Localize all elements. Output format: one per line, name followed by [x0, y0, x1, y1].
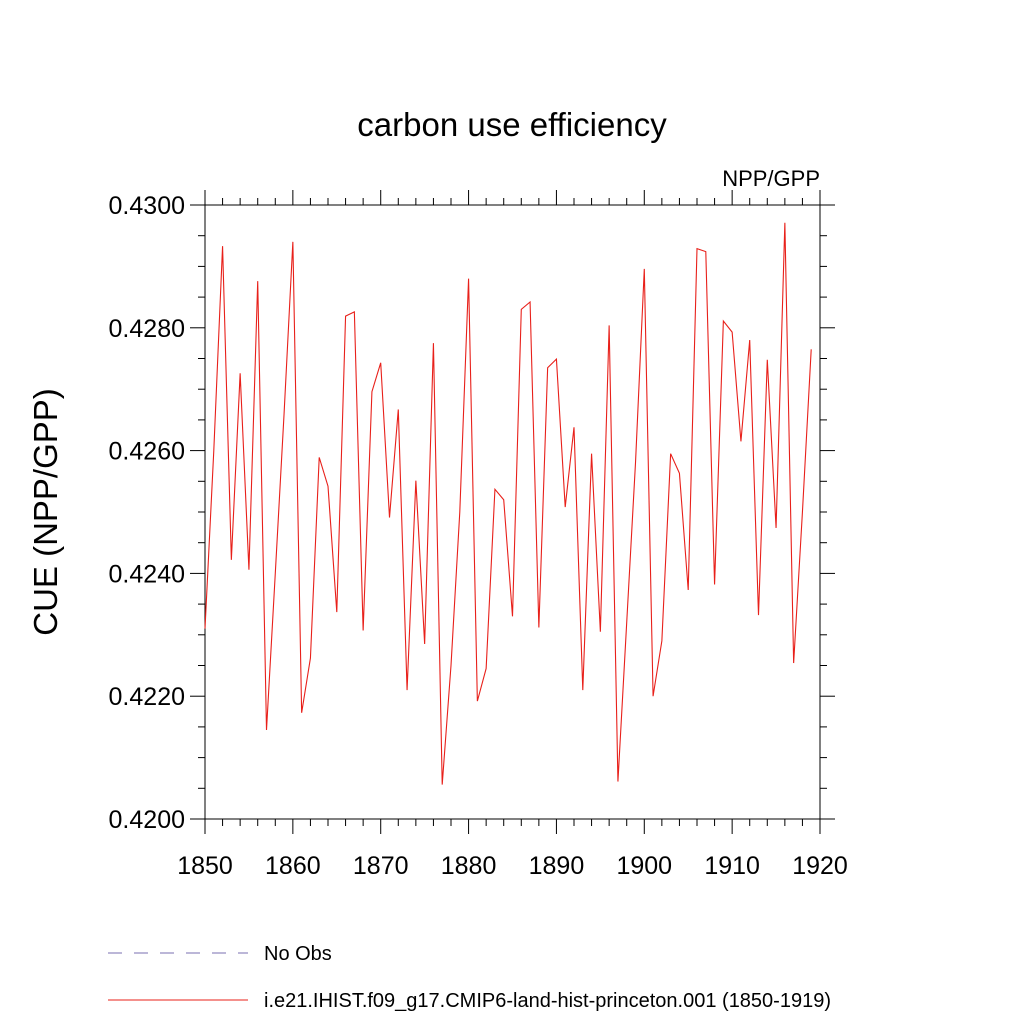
chart-title: carbon use efficiency	[357, 106, 667, 143]
plot-frame	[204, 204, 821, 820]
legend-label-no-obs: No Obs	[264, 943, 332, 965]
x-tick-label: 1870	[353, 852, 409, 880]
y-tick-label: 0.4220	[109, 683, 185, 711]
series-layer	[204, 222, 812, 785]
y-tick-label: 0.4300	[109, 192, 185, 220]
legend-label-model: i.e21.IHIST.f09_g17.CMIP6-land-hist-prin…	[264, 990, 831, 1012]
y-tick-label: 0.4240	[109, 560, 185, 588]
x-tick-label: 1900	[616, 852, 672, 880]
axis-ticks: 0.4200 0.4220 0.4240 0.4260 0.4280 0.4300 1850…	[109, 190, 848, 880]
y-tick-label: 0.4200	[109, 806, 185, 834]
x-tick-label: 1920	[792, 852, 848, 880]
y-axis-label: CUE (NPP/GPP)	[27, 388, 64, 636]
chart-subtitle: NPP/GPP	[722, 166, 820, 191]
y-tick-label: 0.4280	[109, 315, 185, 343]
x-tick-label: 1910	[704, 852, 760, 880]
x-tick-label: 1890	[529, 852, 585, 880]
series-line	[204, 222, 812, 785]
x-tick-label: 1860	[265, 852, 321, 880]
y-tick-label: 0.4260	[109, 438, 185, 466]
x-tick-label: 1850	[177, 852, 233, 880]
legend: No Obs i.e21.IHIST.f09_g17.CMIP6-land-hi…	[108, 943, 831, 1012]
x-tick-label: 1880	[441, 852, 497, 880]
